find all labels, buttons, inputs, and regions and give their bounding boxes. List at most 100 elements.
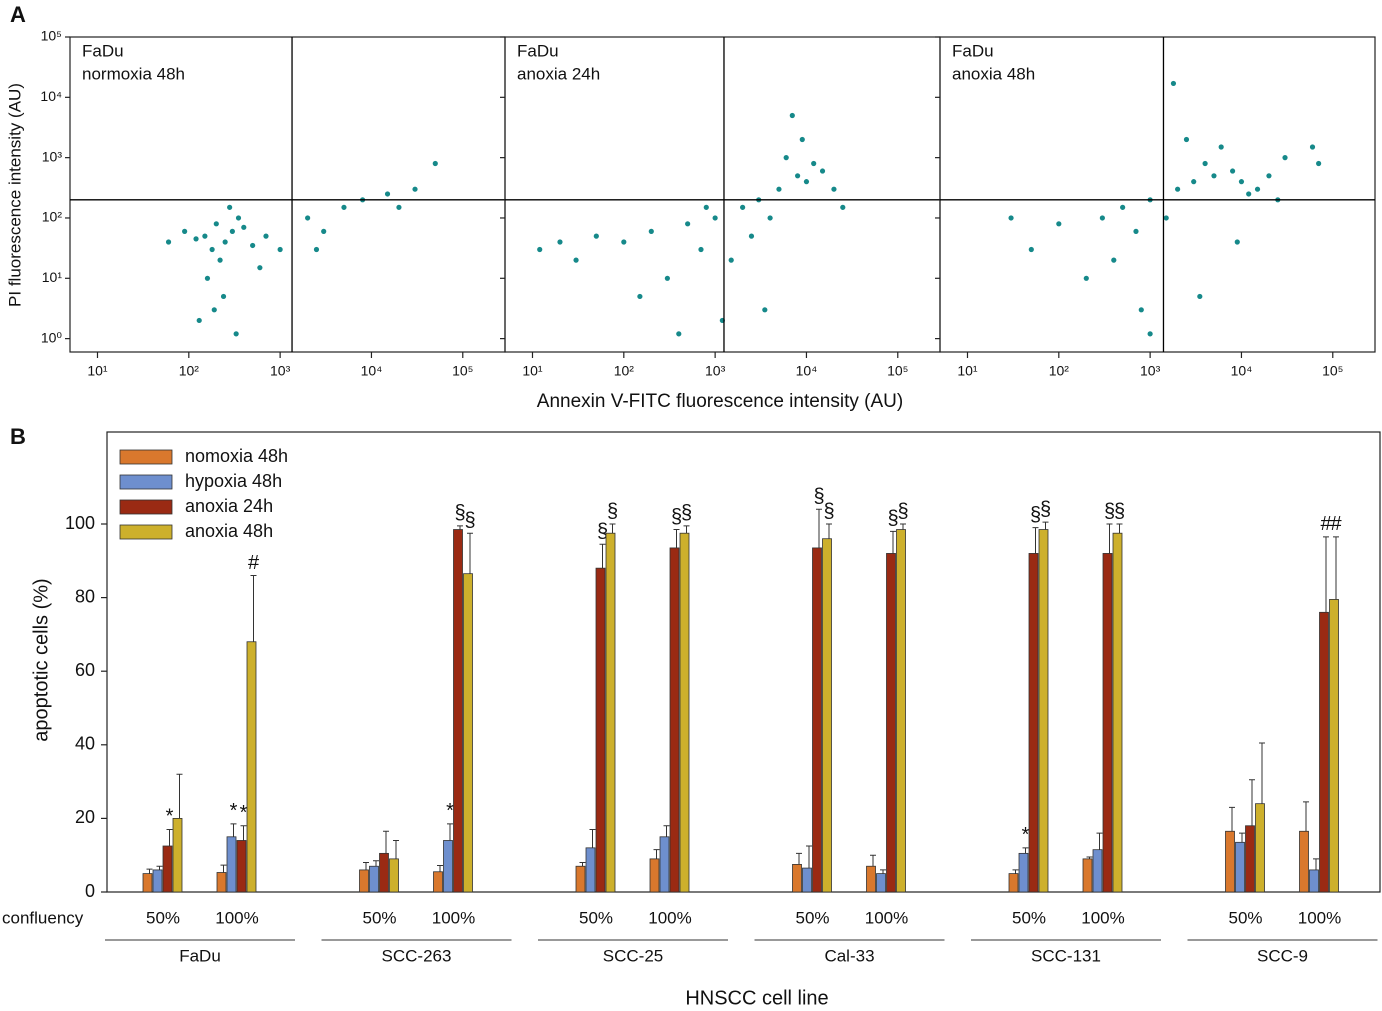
error-bar	[663, 825, 670, 837]
error-bar	[796, 852, 802, 865]
point	[1230, 168, 1236, 174]
point	[767, 215, 773, 221]
error-bar	[1249, 779, 1255, 826]
bar	[1092, 849, 1103, 893]
significance-marker: #	[1330, 513, 1342, 535]
group-label: SCC-9	[1257, 946, 1308, 965]
point	[537, 246, 543, 253]
x-tick-label: 100%	[1298, 908, 1341, 927]
x-tick-label: 10²	[1049, 363, 1070, 379]
error-bar	[653, 849, 660, 859]
bar	[585, 847, 596, 893]
point	[1120, 204, 1126, 210]
point	[257, 265, 263, 271]
x-tick-label: 50%	[795, 908, 829, 927]
significance-marker: §	[897, 500, 908, 522]
x-tick-label: 50%	[579, 908, 613, 927]
bar	[1299, 830, 1309, 893]
annotation: FaDu	[517, 41, 559, 60]
point	[1191, 179, 1197, 185]
error-bar	[1116, 523, 1123, 534]
bar	[1255, 803, 1265, 893]
point	[305, 215, 311, 221]
error-bar	[870, 854, 876, 867]
bar	[886, 553, 896, 893]
error-bar	[146, 868, 153, 874]
y-tick-label: 100	[65, 513, 95, 533]
bar	[802, 867, 812, 893]
point	[341, 204, 347, 210]
x-tick-label: 100%	[1081, 908, 1124, 927]
y-tick-label: 10⁵	[41, 28, 62, 44]
point	[193, 236, 199, 242]
bar	[649, 858, 660, 893]
bar	[1112, 532, 1123, 893]
legend-label: anoxia 24h	[185, 496, 273, 516]
point	[229, 228, 235, 234]
error-bar	[220, 864, 227, 873]
y-tick-label: 20	[75, 807, 95, 827]
y-tick-label: 10⁴	[40, 88, 62, 104]
bar	[142, 873, 153, 893]
bar	[575, 865, 586, 893]
significance-marker: *	[166, 806, 174, 828]
bar	[172, 818, 183, 893]
error-bar	[457, 525, 463, 530]
legend-label: anoxia 48h	[185, 521, 273, 541]
point	[432, 160, 438, 167]
point	[1234, 239, 1240, 245]
error-bar	[890, 530, 896, 554]
point	[811, 160, 817, 167]
error-bar	[880, 869, 886, 874]
error-bar	[156, 865, 163, 870]
bar	[1082, 858, 1093, 893]
bar	[812, 547, 822, 893]
bar	[1235, 841, 1245, 893]
point	[1282, 155, 1288, 161]
point	[819, 168, 826, 174]
significance-marker: §	[823, 500, 834, 522]
point	[698, 246, 704, 253]
bar	[236, 840, 247, 893]
bar	[1309, 869, 1319, 893]
annotation: FaDu	[82, 41, 124, 60]
significance-marker: §	[813, 486, 824, 508]
significance-marker: *	[446, 800, 454, 822]
bar	[1102, 553, 1113, 893]
plot-frame	[504, 36, 941, 353]
error-bar	[250, 575, 257, 642]
error-bar	[1303, 801, 1309, 832]
point	[1218, 144, 1224, 150]
error-bar	[816, 508, 822, 548]
x-tick-label: 10⁴	[796, 363, 818, 379]
point	[1170, 80, 1177, 87]
error-bar	[1333, 536, 1339, 600]
group-label: FaDu	[179, 946, 221, 965]
point	[664, 275, 670, 281]
significance-marker: #	[1320, 513, 1332, 535]
x-tick-label: 10²	[179, 363, 200, 379]
group-label: SCC-263	[382, 946, 452, 965]
point	[396, 204, 402, 210]
point	[227, 204, 233, 210]
bar	[876, 873, 886, 893]
point	[593, 233, 599, 239]
significance-marker: #	[248, 552, 260, 574]
point	[762, 307, 768, 313]
point	[241, 224, 247, 230]
error-bar	[1229, 806, 1235, 832]
significance-marker: §	[681, 502, 692, 524]
y-tick-label: 10¹	[42, 269, 63, 285]
significance-marker: *	[230, 800, 238, 822]
bar	[1038, 529, 1049, 893]
significance-marker: *	[1022, 824, 1030, 846]
significance-marker: §	[1114, 500, 1125, 522]
bar	[463, 573, 473, 893]
error-bar	[393, 839, 399, 859]
error-bar	[383, 830, 389, 854]
error-bar	[589, 828, 596, 848]
point	[776, 186, 782, 192]
point	[789, 112, 795, 119]
group-label: SCC-25	[603, 946, 663, 965]
significance-marker: §	[671, 506, 682, 528]
